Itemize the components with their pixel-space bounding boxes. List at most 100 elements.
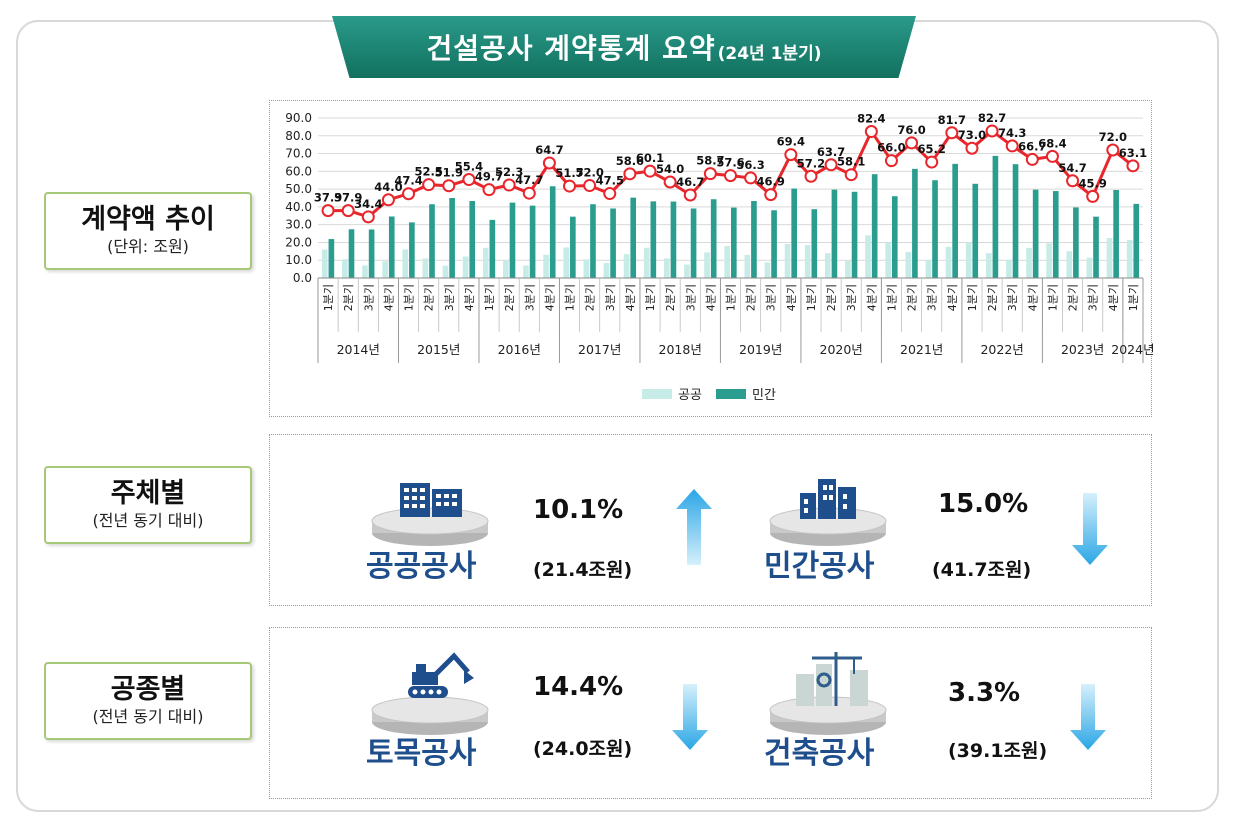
- private-bar: [771, 210, 777, 278]
- legend-label-private: 민간: [752, 388, 776, 403]
- quarter-tick-label: 1분기: [885, 284, 898, 311]
- total-point: [884, 154, 898, 168]
- total-value-label: 37.9: [334, 191, 362, 205]
- total-point: [542, 156, 556, 170]
- private-bar: [731, 207, 737, 278]
- quarter-tick-label: 4분기: [946, 284, 959, 311]
- public-bar: [1106, 238, 1113, 278]
- private-bar: [1133, 203, 1140, 278]
- total-point: [764, 188, 778, 202]
- quarter-tick-label: 3분기: [362, 284, 375, 311]
- total-value-label: 55.4: [455, 160, 483, 174]
- total-point: [563, 179, 577, 193]
- excavator-icon: [408, 652, 474, 698]
- chart-panel: 0.0 10.0 20.0 30.0 40.0 50.0 60.0 70.0 80.0 90.0 3…: [269, 100, 1153, 417]
- total-point: [663, 175, 677, 189]
- total-point: [603, 187, 617, 201]
- total-value-label: 58.1: [837, 155, 865, 169]
- total-value-label: 51.9: [435, 166, 463, 180]
- year-label: 2021년: [900, 342, 943, 357]
- subject-label-title: 주체별: [110, 478, 186, 510]
- total-point: [1126, 159, 1140, 173]
- quarter-tick-label: 2분기: [825, 284, 838, 311]
- y-tick-label: 90.0: [285, 111, 312, 125]
- quarter-tick-label: 3분기: [443, 284, 456, 311]
- quarter-tick-label: 1분기: [725, 284, 738, 311]
- subject-panel: 공공공사 10.1% (21.4조원) 민간공사 15.0% (41.7조원): [269, 434, 1152, 606]
- public-bar: [925, 259, 932, 278]
- total-value-label: 82.4: [857, 112, 885, 126]
- year-label: 2022년: [980, 342, 1023, 357]
- building-change-pct: 3.3%: [948, 678, 1021, 708]
- public-bar: [845, 260, 851, 278]
- public-bar: [865, 235, 871, 278]
- crane-icon: [796, 652, 868, 706]
- trend-label-title: 계약액 추이: [81, 204, 215, 236]
- public-bar: [402, 249, 409, 278]
- private-bar: [529, 205, 536, 278]
- quarter-tick-label: 4분기: [624, 284, 637, 311]
- public-bar: [1126, 239, 1133, 278]
- private-bar: [710, 199, 717, 278]
- private-bar: [610, 208, 616, 278]
- y-tick-label: 60.0: [285, 164, 312, 178]
- type-label-title: 공종별: [110, 674, 186, 706]
- type-label-sub: (전년 동기 대비): [92, 706, 204, 726]
- total-value-label: 81.7: [938, 113, 966, 127]
- private-bar: [1012, 164, 1019, 278]
- total-point: [844, 168, 858, 182]
- public-bar: [885, 242, 891, 278]
- private-bar: [549, 186, 556, 278]
- y-tick-label: 80.0: [285, 129, 312, 143]
- public-bar: [422, 258, 429, 278]
- public-bar: [482, 247, 489, 278]
- total-value-label: 63.7: [817, 145, 845, 159]
- public-bar: [643, 247, 650, 278]
- quarter-tick-label: 3분기: [1087, 284, 1100, 311]
- total-value-label: 47.7: [515, 173, 543, 187]
- total-point: [381, 193, 395, 207]
- total-value-label: 52.0: [575, 166, 603, 180]
- down-arrow-icon: [1070, 684, 1106, 750]
- quarter-tick-label: 2분기: [745, 284, 758, 311]
- quarter-tick-label: 2분기: [584, 284, 597, 311]
- quarter-tick-label: 1분기: [805, 284, 818, 311]
- total-value-label: 68.4: [1038, 136, 1066, 150]
- private-amount: (41.7조원): [932, 559, 1032, 581]
- quarter-tick-label: 3분기: [765, 284, 778, 311]
- quarter-tick-label: 2분기: [423, 284, 436, 311]
- down-arrow-icon: [672, 684, 708, 750]
- building-works-name: 건축공사: [764, 736, 875, 771]
- y-tick-label: 40.0: [285, 200, 312, 214]
- pedestal: [371, 696, 489, 735]
- public-bar: [342, 259, 348, 278]
- total-point: [482, 183, 496, 197]
- public-bar: [583, 259, 590, 278]
- public-bar: [985, 253, 992, 278]
- civil-amount: (24.0조원): [533, 738, 633, 760]
- private-bar: [368, 229, 375, 278]
- total-point: [1106, 143, 1120, 157]
- title-banner: 건설공사 계약통계 요약 (24년 1분기): [332, 16, 916, 78]
- total-point: [1025, 152, 1039, 166]
- total-value-label: 72.0: [1099, 130, 1127, 144]
- quarter-tick-label: 4분기: [785, 284, 798, 311]
- public-change-pct: 10.1%: [533, 495, 624, 525]
- private-bar: [1052, 191, 1059, 278]
- private-bar: [831, 189, 838, 278]
- total-value-label: 54.0: [656, 162, 684, 176]
- quarter-tick-label: 2분기: [342, 284, 355, 311]
- total-value-label: 60.1: [636, 151, 664, 165]
- public-bar: [704, 252, 710, 278]
- type-panel: 토목공사 14.4% (24.0조원) 건축공사 3.3% (39.1조원): [269, 627, 1152, 799]
- total-point: [724, 169, 737, 183]
- private-bar: [1073, 207, 1079, 278]
- total-point: [744, 171, 758, 185]
- private-bar: [952, 163, 958, 278]
- total-point: [703, 167, 717, 181]
- quarter-tick-label: 3분기: [845, 284, 858, 311]
- total-value-label: 74.3: [998, 126, 1026, 140]
- total-value-label: 66.0: [877, 141, 905, 155]
- total-point: [643, 164, 657, 178]
- total-value-label: 37.9: [314, 191, 342, 205]
